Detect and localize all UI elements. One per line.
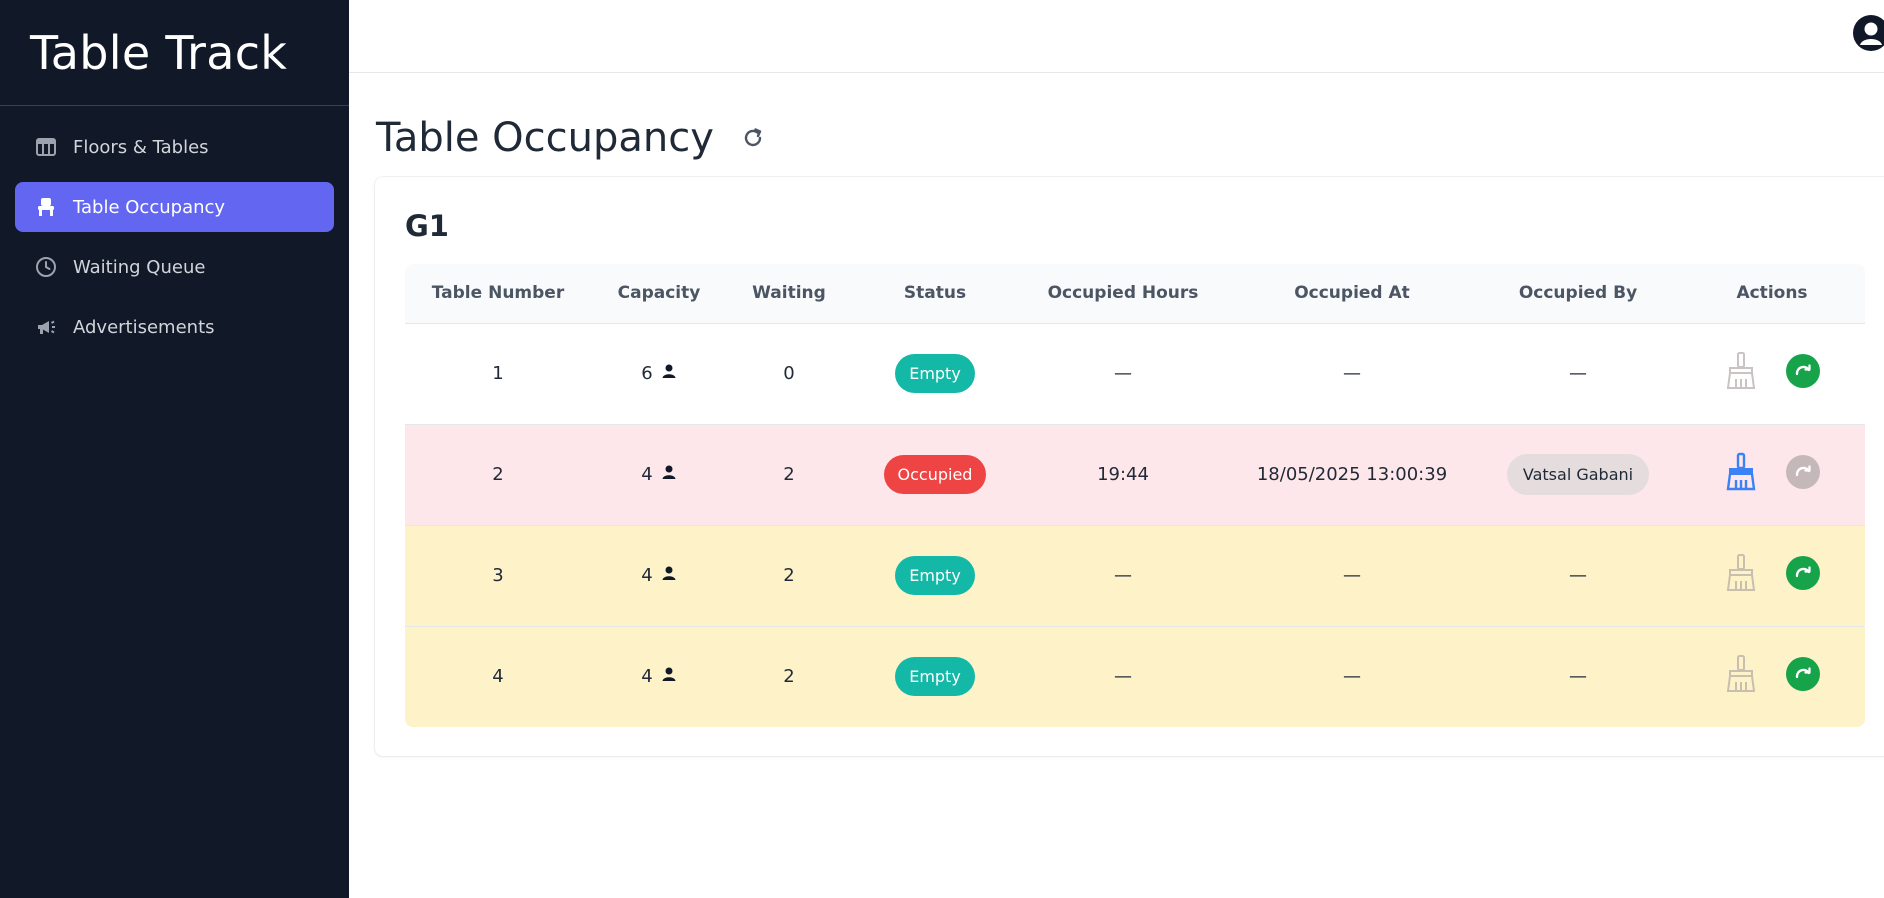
table-number: 2 bbox=[492, 464, 504, 485]
occupied-at: 18/05/2025 13:00:39 bbox=[1256, 464, 1448, 485]
redo-icon bbox=[1795, 667, 1811, 679]
sidebar-nav: Floors & Tables Table Occupancy Waiting … bbox=[0, 0, 349, 362]
sidebar: Table Track Floors & Tables Table Occupa… bbox=[0, 0, 349, 898]
table-row: 3 4 2 Empty — — — bbox=[405, 525, 1865, 626]
occupied-by-chip: Vatsal Gabani bbox=[1506, 454, 1650, 495]
person-icon bbox=[661, 666, 677, 687]
floor-card: G1 Table Number Capacity Waiting Status … bbox=[375, 177, 1884, 756]
app-title: Table Track bbox=[30, 25, 288, 80]
waiting-count: 0 bbox=[783, 363, 795, 384]
person-icon bbox=[661, 565, 677, 586]
occupied-hours: — bbox=[1114, 363, 1132, 384]
table-row: 1 6 0 Empty — — — bbox=[405, 323, 1865, 424]
table-number: 1 bbox=[492, 363, 504, 384]
megaphone-icon bbox=[35, 316, 57, 338]
clock-icon bbox=[35, 256, 57, 278]
col-header: Capacity bbox=[617, 283, 701, 304]
chair-icon bbox=[35, 196, 57, 218]
floor-name: G1 bbox=[405, 209, 449, 243]
col-header: Occupied Hours bbox=[1047, 283, 1199, 304]
status-badge: Occupied bbox=[883, 455, 987, 494]
table-header-row: Table Number Capacity Waiting Status Occ… bbox=[405, 264, 1865, 323]
col-header: Table Number bbox=[431, 283, 565, 304]
waiting-count: 2 bbox=[783, 666, 795, 688]
sidebar-item-label: Advertisements bbox=[73, 316, 215, 338]
advance-button[interactable] bbox=[1786, 354, 1820, 388]
col-header: Occupied By bbox=[1518, 283, 1638, 304]
main-content: Table Occupancy G1 Table Number Capacity bbox=[349, 0, 1884, 898]
sidebar-item-table-occupancy[interactable]: Table Occupancy bbox=[15, 182, 334, 232]
broom-icon[interactable] bbox=[1724, 351, 1758, 391]
advance-button[interactable] bbox=[1786, 556, 1820, 590]
redo-icon bbox=[1795, 566, 1811, 578]
occupancy-table: Table Number Capacity Waiting Status Occ… bbox=[405, 264, 1865, 727]
col-header: Status bbox=[903, 283, 967, 304]
grid-icon bbox=[35, 136, 57, 158]
capacity-value: 4 bbox=[641, 666, 653, 688]
status-badge: Empty bbox=[895, 354, 975, 393]
broom-icon[interactable] bbox=[1724, 553, 1758, 593]
sidebar-item-label: Table Occupancy bbox=[73, 196, 226, 218]
capacity: 4 bbox=[641, 464, 676, 485]
row-actions bbox=[1724, 351, 1820, 391]
page-header: Table Occupancy bbox=[349, 73, 1884, 177]
row-actions bbox=[1724, 654, 1820, 694]
sidebar-item-label: Floors & Tables bbox=[73, 136, 209, 158]
capacity-value: 4 bbox=[641, 565, 653, 586]
refresh-icon[interactable] bbox=[740, 125, 766, 151]
occupied-at: — bbox=[1343, 565, 1361, 586]
capacity: 4 bbox=[641, 565, 676, 586]
sidebar-item-floors-tables[interactable]: Floors & Tables bbox=[15, 122, 334, 172]
capacity: 4 bbox=[641, 666, 676, 687]
occupancy-table-wrap: Table Number Capacity Waiting Status Occ… bbox=[405, 264, 1865, 727]
occupied-by: — bbox=[1569, 363, 1587, 384]
brand: Table Track bbox=[0, 0, 349, 106]
table-row: 2 4 2 Occupied 19:44 18/05/2025 13:00:39… bbox=[405, 424, 1865, 525]
waiting-count: 2 bbox=[783, 565, 795, 586]
status-badge: Empty bbox=[895, 556, 975, 595]
row-actions bbox=[1724, 553, 1820, 593]
broom-icon[interactable] bbox=[1724, 654, 1758, 694]
occupied-at: — bbox=[1343, 363, 1361, 384]
waiting-count: 2 bbox=[783, 464, 795, 485]
occupied-at: — bbox=[1343, 666, 1361, 688]
capacity: 6 bbox=[641, 363, 676, 384]
status-badge: Empty bbox=[895, 657, 975, 697]
table-number: 4 bbox=[492, 666, 504, 688]
table-row: 4 4 2 Empty — — — bbox=[405, 626, 1865, 727]
occupied-by: — bbox=[1569, 565, 1587, 586]
advance-button[interactable] bbox=[1786, 455, 1820, 489]
top-bar bbox=[349, 0, 1884, 73]
occupied-by: — bbox=[1569, 666, 1587, 688]
occupied-hours: — bbox=[1114, 565, 1132, 586]
sidebar-item-advertisements[interactable]: Advertisements bbox=[15, 302, 334, 352]
table-number: 3 bbox=[492, 565, 504, 586]
advance-button[interactable] bbox=[1786, 657, 1820, 692]
redo-icon bbox=[1795, 364, 1811, 376]
capacity-value: 6 bbox=[641, 363, 653, 384]
page-title: Table Occupancy bbox=[376, 115, 714, 161]
col-header: Occupied At bbox=[1294, 283, 1410, 304]
sidebar-item-label: Waiting Queue bbox=[73, 256, 206, 278]
capacity-value: 4 bbox=[641, 464, 653, 485]
person-icon bbox=[661, 464, 677, 485]
col-header: Waiting bbox=[752, 283, 826, 304]
row-actions bbox=[1724, 452, 1820, 492]
sidebar-item-waiting-queue[interactable]: Waiting Queue bbox=[15, 242, 334, 292]
person-icon bbox=[661, 363, 677, 384]
col-header: Actions bbox=[1736, 283, 1808, 304]
user-icon[interactable] bbox=[1852, 14, 1884, 52]
occupied-hours: 19:44 bbox=[1097, 464, 1149, 485]
occupied-hours: — bbox=[1114, 666, 1132, 688]
broom-icon[interactable] bbox=[1724, 452, 1758, 492]
redo-icon bbox=[1795, 465, 1811, 477]
